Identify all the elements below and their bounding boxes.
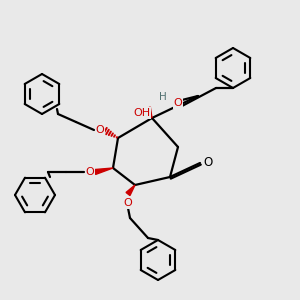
Text: H: H <box>159 92 167 102</box>
Text: O: O <box>124 198 132 208</box>
Polygon shape <box>126 185 135 196</box>
Polygon shape <box>94 168 113 174</box>
Text: O: O <box>174 98 182 108</box>
Text: O: O <box>203 157 213 169</box>
Text: O: O <box>85 167 94 177</box>
Text: OH: OH <box>134 108 151 118</box>
Polygon shape <box>146 107 152 118</box>
Text: O: O <box>96 125 104 135</box>
